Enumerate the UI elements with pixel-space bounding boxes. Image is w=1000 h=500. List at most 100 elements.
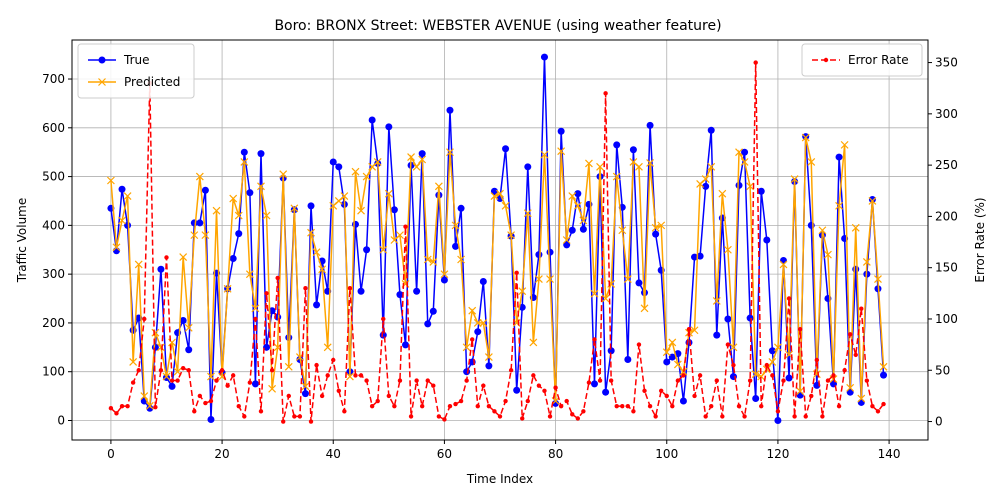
predicted-point <box>807 158 816 166</box>
error-rate-point <box>164 255 169 260</box>
predicted-point <box>229 194 238 203</box>
predicted-point <box>284 362 293 371</box>
legend-error-rate-marker <box>823 57 829 63</box>
error-rate-point <box>570 412 575 417</box>
predicted-point <box>468 306 477 315</box>
error-rate-point <box>258 409 264 414</box>
true-point <box>563 241 571 249</box>
error-rate-point <box>531 373 536 378</box>
error-rate-point <box>347 286 353 291</box>
predicted-point <box>657 221 666 230</box>
predicted-point <box>312 248 321 257</box>
error-rate-point <box>586 380 592 385</box>
true-point <box>118 185 126 193</box>
true-point <box>168 382 176 390</box>
legend-predicted-label: Predicted <box>124 75 180 89</box>
y-tick-label: 500 <box>42 170 65 184</box>
error-rate-point <box>692 393 697 399</box>
error-rate-point <box>319 393 325 399</box>
x-tick-label: 140 <box>878 447 901 461</box>
error-rate-point <box>853 352 858 358</box>
predicted-point <box>201 231 210 240</box>
predicted-point <box>673 360 682 369</box>
error-rate-point <box>642 388 647 393</box>
true-point <box>457 204 465 212</box>
true-point <box>579 225 587 233</box>
error-rate-point <box>542 388 547 393</box>
error-rate-point <box>481 383 486 388</box>
error-rate-point <box>447 403 453 409</box>
true-point <box>613 141 621 149</box>
predicted-point <box>635 162 643 171</box>
x-tick-label: 40 <box>326 447 341 461</box>
true-point <box>607 347 615 355</box>
true-point <box>502 145 510 153</box>
error-rate-point <box>720 414 725 419</box>
y-axis-label: Traffic Volume <box>15 198 29 284</box>
predicted-point <box>323 343 332 352</box>
error-rate-point <box>358 373 364 378</box>
y-right-tick-label: 0 <box>935 415 943 429</box>
error-rate-point <box>369 403 375 409</box>
predicted-point <box>257 182 265 191</box>
error-rate-point <box>453 401 458 407</box>
predicted-point <box>579 216 588 225</box>
predicted-point <box>779 260 788 269</box>
true-point <box>546 248 554 256</box>
true-point <box>385 123 393 131</box>
predicted-point <box>707 162 716 171</box>
y-right-tick-label: 150 <box>935 261 958 275</box>
predicted-point <box>140 392 149 401</box>
predicted-point <box>723 245 732 254</box>
error-rate-point <box>514 270 519 276</box>
true-point <box>552 399 560 407</box>
y-right-tick-label: 100 <box>935 312 958 326</box>
error-rate-point <box>169 378 175 383</box>
true-point <box>313 301 321 309</box>
predicted-point <box>701 175 710 183</box>
error-rate-point <box>770 373 775 378</box>
predicted-point <box>234 211 243 220</box>
predicted-point <box>240 158 249 166</box>
error-rate-point <box>831 373 836 378</box>
error-rate-point <box>809 393 814 399</box>
predicted-point <box>123 192 132 201</box>
error-rate-point <box>264 291 269 296</box>
predicted-point <box>662 348 671 357</box>
true-point <box>235 230 243 238</box>
error-rate-point <box>247 380 253 385</box>
true-point <box>602 388 610 396</box>
error-rate-point <box>269 368 275 373</box>
true-point <box>485 362 493 370</box>
error-rate-point <box>870 403 875 409</box>
true-point <box>624 356 632 364</box>
predicted-point <box>290 204 299 213</box>
error-rate-point <box>697 373 703 378</box>
true-point <box>540 53 548 61</box>
predicted-point <box>496 189 504 198</box>
error-rate-point <box>203 400 208 406</box>
error-rate-point <box>425 378 430 383</box>
error-rate-point <box>292 414 297 419</box>
predicted-point <box>523 209 532 218</box>
predicted-point <box>179 253 188 261</box>
y-right-tick-label: 300 <box>935 107 958 121</box>
predicted-point <box>262 211 271 220</box>
error-rate-point <box>403 224 408 229</box>
error-rate-point <box>647 403 653 409</box>
true-point <box>112 247 120 255</box>
error-rate-point <box>681 373 686 378</box>
legend-box <box>77 43 195 99</box>
true-point <box>363 246 371 254</box>
predicted-point <box>412 162 421 171</box>
true-point <box>285 334 293 342</box>
true-point <box>263 343 271 351</box>
error-rate-point <box>214 378 219 383</box>
error-rate-point <box>119 403 125 409</box>
true-point <box>201 186 209 194</box>
error-rate-point <box>325 373 330 378</box>
predicted-point <box>384 189 393 198</box>
true-point <box>757 187 765 195</box>
y-tick-label: 700 <box>42 72 65 86</box>
error-rate-point <box>508 368 514 373</box>
